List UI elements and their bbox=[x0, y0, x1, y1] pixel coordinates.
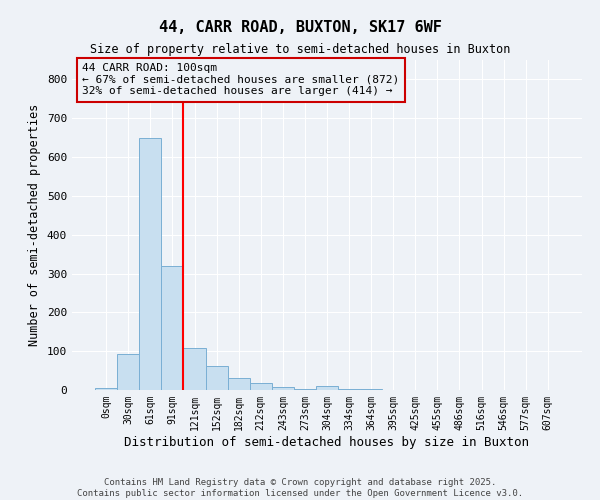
X-axis label: Distribution of semi-detached houses by size in Buxton: Distribution of semi-detached houses by … bbox=[125, 436, 530, 448]
Bar bbox=[117, 354, 139, 390]
Bar bbox=[294, 389, 316, 390]
Bar bbox=[139, 138, 161, 390]
Bar bbox=[95, 388, 117, 390]
Text: 44, CARR ROAD, BUXTON, SK17 6WF: 44, CARR ROAD, BUXTON, SK17 6WF bbox=[158, 20, 442, 35]
Text: 44 CARR ROAD: 100sqm
← 67% of semi-detached houses are smaller (872)
32% of semi: 44 CARR ROAD: 100sqm ← 67% of semi-detac… bbox=[82, 64, 400, 96]
Y-axis label: Number of semi-detached properties: Number of semi-detached properties bbox=[28, 104, 41, 346]
Bar bbox=[338, 389, 360, 390]
Bar bbox=[272, 388, 294, 390]
Bar bbox=[360, 389, 382, 390]
Bar bbox=[316, 386, 338, 390]
Bar bbox=[250, 383, 272, 390]
Bar bbox=[161, 266, 184, 390]
Text: Size of property relative to semi-detached houses in Buxton: Size of property relative to semi-detach… bbox=[90, 42, 510, 56]
Bar bbox=[184, 348, 206, 390]
Bar bbox=[206, 366, 227, 390]
Text: Contains HM Land Registry data © Crown copyright and database right 2025.
Contai: Contains HM Land Registry data © Crown c… bbox=[77, 478, 523, 498]
Bar bbox=[227, 378, 250, 390]
